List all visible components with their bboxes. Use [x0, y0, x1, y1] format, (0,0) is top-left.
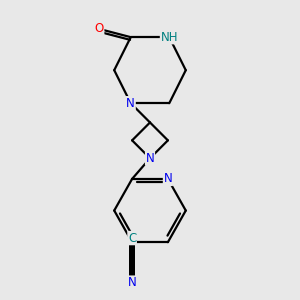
Text: N: N — [146, 152, 154, 165]
Text: N: N — [164, 172, 172, 185]
Text: N: N — [126, 97, 135, 110]
Text: NH: NH — [160, 31, 178, 44]
Text: N: N — [128, 276, 136, 289]
Text: C: C — [128, 232, 136, 244]
Text: O: O — [94, 22, 104, 35]
